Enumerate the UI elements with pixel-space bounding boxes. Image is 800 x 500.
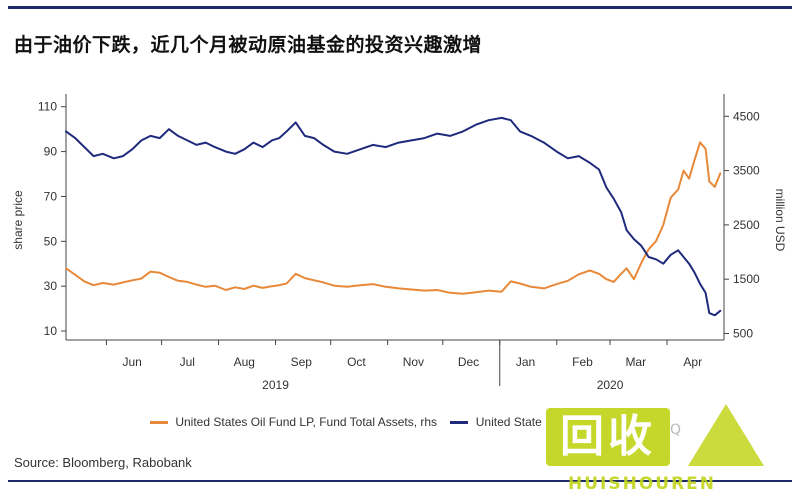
x-tick-label: Nov: [403, 355, 424, 369]
x-year-label: 2019: [262, 378, 289, 392]
x-tick-label: Feb: [572, 355, 593, 369]
legend-swatch-assets: [150, 421, 168, 425]
watermark-triangle-icon: [688, 404, 764, 466]
watermark-subtext: HUISHOUREN: [568, 474, 717, 494]
y-axis-title-left: share price: [11, 190, 25, 250]
x-tick-label: Oct: [347, 355, 366, 369]
series-line-fund-total-assets: [65, 141, 722, 295]
legend-label-assets: United States Oil Fund LP, Fund Total As…: [175, 415, 438, 429]
y-tick-label-left: 110: [38, 100, 57, 114]
y-tick-label-left: 70: [44, 189, 58, 203]
y-tick-label-left: 90: [44, 145, 58, 159]
x-tick-label: Jun: [122, 355, 141, 369]
legend-label-share-price: United State: [475, 415, 542, 429]
line-chart: 10 30 50 70 90 110 500 1500 2500 3500 4500 Jun Jul Au…: [11, 94, 787, 392]
source-note: Source: Bloomberg, Rabobank: [14, 455, 192, 470]
x-tick-label: Mar: [625, 355, 646, 369]
y-tick-label-right: 1500: [733, 272, 760, 286]
y-tick-label-left: 10: [44, 324, 58, 338]
legend-item-assets: United States Oil Fund LP, Fund Total As…: [150, 415, 437, 429]
top-rule: [8, 6, 792, 9]
x-tick-label: Sep: [291, 355, 313, 369]
watermark-logo-text: 回收: [546, 408, 670, 466]
bottom-rule: [8, 480, 792, 482]
x-tick-label: Jan: [516, 355, 535, 369]
y-tick-label-right: 500: [733, 326, 753, 340]
x-tick-label: Apr: [683, 355, 702, 369]
watermark: 回收 Q HUISHOUREN: [538, 398, 778, 494]
x-tick-label: Aug: [234, 355, 255, 369]
y-tick-label-left: 50: [44, 234, 58, 248]
y-tick-label-right: 4500: [733, 109, 760, 123]
x-tick-label: Jul: [180, 355, 195, 369]
legend-swatch-share-price: [450, 421, 469, 425]
y-tick-label-left: 30: [44, 279, 58, 293]
y-tick-label-right: 3500: [733, 164, 760, 178]
y-tick-label-right: 2500: [733, 218, 760, 232]
x-tick-label: Dec: [458, 355, 479, 369]
watermark-small-mark: Q: [670, 422, 682, 438]
legend: United States Oil Fund LP, Fund Total As…: [150, 415, 552, 429]
legend-item-share-price: United State: [450, 415, 542, 429]
chart-title: 由于油价下跌，近几个月被动原油基金的投资兴趣激增: [14, 34, 483, 56]
series-line-share-price: [65, 116, 722, 317]
x-year-label: 2020: [597, 378, 624, 392]
y-axis-title-right: million USD: [773, 189, 787, 252]
